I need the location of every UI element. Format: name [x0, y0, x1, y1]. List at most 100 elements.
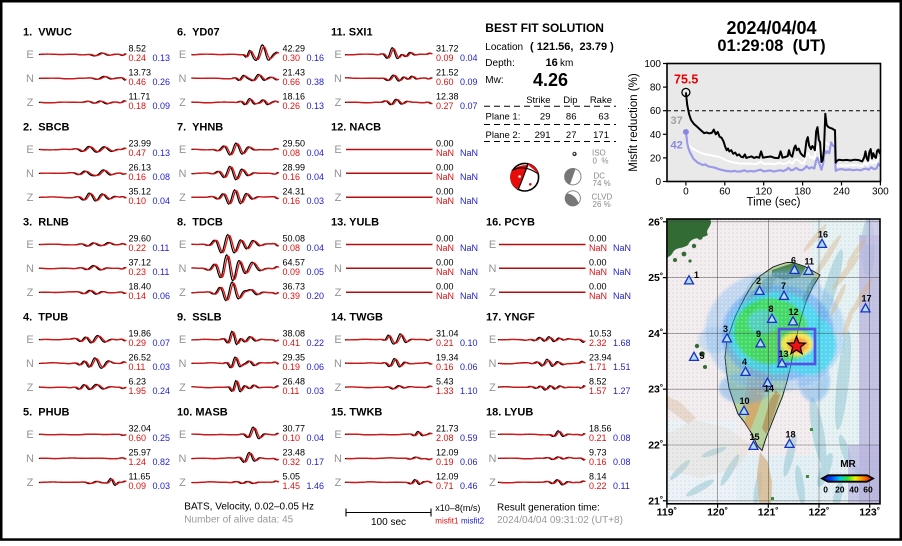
svg-text:NaN: NaN — [436, 267, 454, 277]
svg-text:0.04: 0.04 — [307, 148, 325, 158]
svg-text:Z: Z — [179, 192, 186, 204]
svg-text:29.50: 29.50 — [283, 139, 306, 149]
svg-text:0.04: 0.04 — [153, 196, 171, 206]
svg-text:N: N — [489, 358, 497, 370]
svg-text:3. RLNB: 3. RLNB — [23, 216, 69, 228]
svg-text:0.71: 0.71 — [436, 481, 454, 491]
svg-text:0.00: 0.00 — [589, 234, 607, 244]
svg-text:10: 10 — [740, 396, 750, 406]
svg-text:Strike: Strike — [526, 95, 550, 106]
svg-text:01:29:08 (UT): 01:29:08 (UT) — [717, 37, 825, 55]
svg-text:N: N — [334, 453, 342, 465]
svg-text:Z: Z — [27, 382, 34, 394]
svg-text:119˚: 119˚ — [657, 507, 677, 519]
svg-text:N: N — [334, 263, 342, 275]
svg-text:0.00: 0.00 — [589, 281, 607, 291]
svg-text:11. SXI1: 11. SXI1 — [331, 26, 373, 38]
svg-text:BEST FIT SOLUTION: BEST FIT SOLUTION — [485, 21, 604, 35]
svg-text:Z: Z — [335, 382, 342, 394]
svg-text:0.32: 0.32 — [283, 457, 301, 467]
svg-text:25.97: 25.97 — [129, 447, 152, 457]
svg-text:63: 63 — [598, 112, 609, 123]
svg-text:0.24: 0.24 — [153, 386, 171, 396]
svg-text:0.47: 0.47 — [129, 148, 147, 158]
svg-text:NaN: NaN — [460, 291, 478, 301]
svg-text:0.04: 0.04 — [307, 243, 325, 253]
svg-text:8. TDCB: 8. TDCB — [177, 216, 223, 228]
svg-text:Misfit reduction (%): Misfit reduction (%) — [628, 73, 640, 172]
svg-text:0.00: 0.00 — [436, 234, 454, 244]
svg-text:0.00: 0.00 — [436, 162, 454, 172]
svg-text:Z: Z — [489, 477, 496, 489]
svg-text:E: E — [334, 144, 341, 156]
svg-text:2.32: 2.32 — [589, 338, 607, 348]
svg-text:0.41: 0.41 — [283, 338, 301, 348]
svg-text:0.09: 0.09 — [129, 481, 147, 491]
svg-text:12.09: 12.09 — [436, 471, 459, 481]
svg-text:Location: Location — [485, 42, 523, 53]
svg-text:Plane 2:: Plane 2: — [486, 130, 521, 141]
svg-text:1.71: 1.71 — [589, 362, 607, 372]
svg-text:NaN: NaN — [436, 196, 454, 206]
svg-text:0.16: 0.16 — [283, 196, 301, 206]
svg-text:Z: Z — [489, 382, 496, 394]
svg-text:Z: Z — [335, 287, 342, 299]
svg-text:0.29: 0.29 — [129, 338, 147, 348]
svg-text:26.48: 26.48 — [283, 376, 306, 386]
svg-text:9: 9 — [756, 329, 761, 339]
svg-text:0.30: 0.30 — [283, 53, 301, 63]
svg-text:0.03: 0.03 — [153, 481, 171, 491]
svg-text:0.10: 0.10 — [129, 196, 147, 206]
svg-text:7: 7 — [781, 281, 786, 291]
svg-text:ISO: ISO — [592, 149, 606, 158]
svg-text:0.08: 0.08 — [613, 433, 631, 443]
svg-text:26.13: 26.13 — [129, 162, 152, 172]
svg-text:26˚: 26˚ — [648, 216, 663, 228]
svg-text:1. VWUC: 1. VWUC — [23, 26, 72, 38]
svg-text:36.73: 36.73 — [283, 281, 306, 291]
svg-text:BATS, Velocity, 0.02–0.05 Hz: BATS, Velocity, 0.02–0.05 Hz — [184, 502, 314, 513]
svg-text:0.11: 0.11 — [153, 267, 170, 277]
svg-text:21.73: 21.73 — [436, 424, 459, 434]
svg-text:NaN: NaN — [589, 243, 607, 253]
svg-text:0.00: 0.00 — [436, 139, 454, 149]
svg-text:N: N — [26, 263, 34, 275]
svg-text:1.10: 1.10 — [460, 386, 478, 396]
svg-text:CLVD: CLVD — [592, 193, 613, 202]
svg-text:30.77: 30.77 — [283, 424, 306, 434]
svg-text:9. SSLB: 9. SSLB — [177, 311, 222, 323]
svg-text:0.11: 0.11 — [283, 386, 300, 396]
svg-text:NaN: NaN — [460, 148, 478, 158]
svg-text:2024/04/04: 2024/04/04 — [726, 18, 816, 38]
svg-text:18.56: 18.56 — [589, 424, 612, 434]
svg-text:0 %: 0 % — [593, 156, 609, 165]
svg-text:NaN: NaN — [589, 291, 607, 301]
svg-text:18: 18 — [786, 430, 796, 440]
svg-text:0.22: 0.22 — [129, 243, 147, 253]
svg-text:13. YULB: 13. YULB — [331, 216, 379, 228]
svg-text:0.04: 0.04 — [307, 172, 325, 182]
svg-text:122˚: 122˚ — [808, 507, 829, 519]
svg-text:27: 27 — [566, 130, 577, 141]
svg-text:Plane 1:: Plane 1: — [486, 112, 521, 123]
svg-text:4: 4 — [742, 357, 747, 367]
svg-text:35.12: 35.12 — [129, 186, 152, 196]
svg-text:0.08: 0.08 — [613, 457, 631, 467]
svg-text:N: N — [26, 453, 34, 465]
svg-text:0.09: 0.09 — [153, 101, 171, 111]
svg-text:21.43: 21.43 — [283, 67, 306, 77]
svg-text:E: E — [179, 239, 186, 251]
svg-text:8.52: 8.52 — [589, 376, 607, 386]
svg-text:0.00: 0.00 — [589, 257, 607, 267]
svg-text:20: 20 — [650, 153, 662, 164]
svg-text:E: E — [334, 429, 341, 441]
svg-text:1: 1 — [694, 270, 699, 280]
svg-text:E: E — [489, 239, 496, 251]
svg-text:1.24: 1.24 — [129, 457, 147, 467]
svg-text:0.00: 0.00 — [436, 186, 454, 196]
svg-text:40: 40 — [650, 130, 662, 141]
svg-text:0.11: 0.11 — [129, 362, 146, 372]
svg-text:Z: Z — [179, 477, 186, 489]
svg-text:240: 240 — [833, 187, 850, 198]
svg-text:Number of alive data: 45: Number of alive data: 45 — [184, 515, 293, 526]
